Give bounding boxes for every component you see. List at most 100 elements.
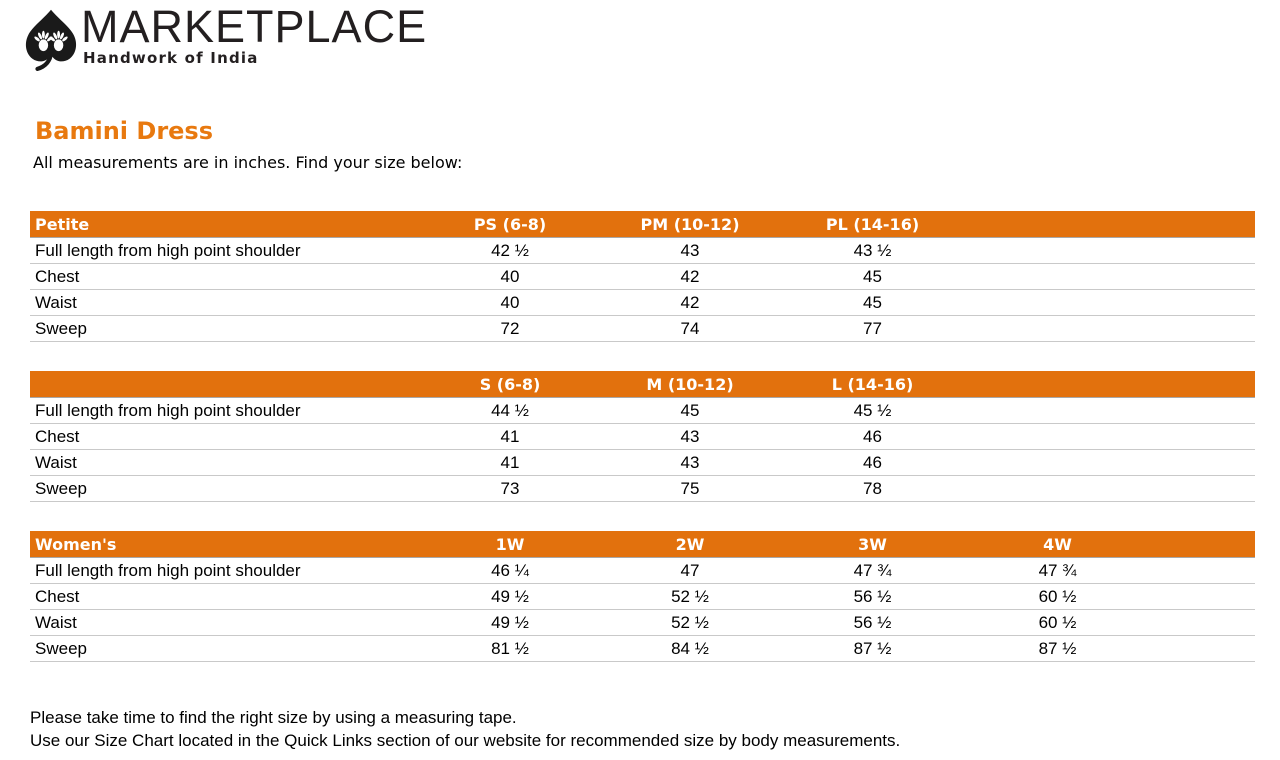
size-value: 45 — [600, 397, 780, 424]
measurement-row: Waist 49 ½ 52 ½ 56 ½ 60 ½ — [30, 609, 1255, 636]
size-value: 45 — [780, 263, 965, 290]
row-label: Sweep — [30, 315, 420, 342]
size-column-header: S (6-8) — [420, 371, 600, 398]
hands-in-leaf-logo-icon — [25, 9, 77, 71]
size-value: 42 — [600, 289, 780, 316]
measurement-row: Full length from high point shoulder 44 ½… — [30, 397, 1255, 424]
size-value: 43 — [600, 449, 780, 476]
size-value: 42 ½ — [420, 237, 600, 264]
footnotes: Please take time to find the right size … — [30, 706, 1280, 752]
brand-logo[interactable]: MARKETPLACE Handwork of India — [24, 4, 427, 76]
size-value: 41 — [420, 449, 600, 476]
size-value — [965, 449, 1150, 476]
header-filler-cell — [1150, 531, 1255, 558]
size-value: 42 — [600, 263, 780, 290]
size-value: 46 — [780, 423, 965, 450]
size-value: 47 ¾ — [780, 557, 965, 584]
table-header-row: Petite PS (6-8) PM (10-12) PL (14-16) — [30, 211, 1255, 238]
measurement-row: Waist 41 43 46 — [30, 449, 1255, 476]
filler-cell — [1150, 237, 1255, 264]
filler-cell — [1150, 609, 1255, 636]
size-value — [965, 397, 1150, 424]
size-value: 43 — [600, 423, 780, 450]
size-column-header: PM (10-12) — [600, 211, 780, 238]
measurement-row: Chest 40 42 45 — [30, 263, 1255, 290]
size-value — [965, 475, 1150, 502]
brand-tagline: Handwork of India — [83, 49, 259, 67]
size-column-header — [965, 211, 1150, 238]
header-filler-cell — [1150, 211, 1255, 238]
size-value: 49 ½ — [420, 609, 600, 636]
size-value: 72 — [420, 315, 600, 342]
row-label: Waist — [30, 609, 420, 636]
filler-cell — [1150, 315, 1255, 342]
filler-cell — [1150, 397, 1255, 424]
size-value: 87 ½ — [780, 635, 965, 662]
measurement-row: Sweep 73 75 78 — [30, 475, 1255, 502]
table-body: Full length from high point shoulder 46 ¼… — [30, 557, 1255, 662]
row-label: Chest — [30, 263, 420, 290]
size-value: 73 — [420, 475, 600, 502]
size-value: 45 — [780, 289, 965, 316]
filler-cell — [1150, 423, 1255, 450]
table-body: Full length from high point shoulder 44 ½… — [30, 397, 1255, 502]
filler-cell — [1150, 289, 1255, 316]
filler-cell — [1150, 583, 1255, 610]
measurement-row: Waist 40 42 45 — [30, 289, 1255, 316]
size-value: 47 — [600, 557, 780, 584]
size-value: 60 ½ — [965, 583, 1150, 610]
row-label: Chest — [30, 423, 420, 450]
size-value: 47 ¾ — [965, 557, 1150, 584]
table-title-cell — [30, 371, 420, 398]
size-value — [965, 289, 1150, 316]
measurement-row: Chest 41 43 46 — [30, 423, 1255, 450]
size-value — [965, 315, 1150, 342]
measurement-row: Sweep 72 74 77 — [30, 315, 1255, 342]
size-value — [965, 263, 1150, 290]
row-label: Chest — [30, 583, 420, 610]
size-column-header: L (14-16) — [780, 371, 965, 398]
size-column-header: PS (6-8) — [420, 211, 600, 238]
brand-name: MARKETPLACE — [81, 1, 428, 52]
size-value: 56 ½ — [780, 583, 965, 610]
size-column-header: M (10-12) — [600, 371, 780, 398]
row-label: Sweep — [30, 635, 420, 662]
measurement-row: Full length from high point shoulder 42 ½… — [30, 237, 1255, 264]
row-label: Full length from high point shoulder — [30, 237, 420, 264]
table-body: Full length from high point shoulder 42 ½… — [30, 237, 1255, 342]
filler-cell — [1150, 449, 1255, 476]
size-value: 43 — [600, 237, 780, 264]
size-column-header: 3W — [780, 531, 965, 558]
table-header-row: S (6-8) M (10-12) L (14-16) — [30, 371, 1255, 398]
size-column-header: 2W — [600, 531, 780, 558]
size-value: 41 — [420, 423, 600, 450]
size-value: 44 ½ — [420, 397, 600, 424]
filler-cell — [1150, 635, 1255, 662]
size-value: 45 ½ — [780, 397, 965, 424]
page-title: Bamini Dress — [35, 117, 213, 145]
size-column-header: 1W — [420, 531, 600, 558]
size-value: 77 — [780, 315, 965, 342]
measurement-row: Sweep 81 ½ 84 ½ 87 ½ 87 ½ — [30, 635, 1255, 662]
size-table-womens: Women's 1W 2W 3W 4W Full length from hig… — [30, 531, 1255, 662]
header-filler-cell — [1150, 371, 1255, 398]
table-title-cell: Petite — [30, 211, 420, 238]
size-value: 46 ¼ — [420, 557, 600, 584]
size-value — [965, 237, 1150, 264]
size-value: 46 — [780, 449, 965, 476]
footnote-measuring-tape: Please take time to find the right size … — [30, 708, 517, 727]
size-value: 60 ½ — [965, 609, 1150, 636]
measurement-row: Full length from high point shoulder 46 ¼… — [30, 557, 1255, 584]
size-value: 52 ½ — [600, 609, 780, 636]
row-label: Waist — [30, 449, 420, 476]
size-column-header — [965, 371, 1150, 398]
size-table-petite: Petite PS (6-8) PM (10-12) PL (14-16) Fu… — [30, 211, 1255, 342]
size-value: 43 ½ — [780, 237, 965, 264]
row-label: Sweep — [30, 475, 420, 502]
size-value: 40 — [420, 263, 600, 290]
table-title-cell: Women's — [30, 531, 420, 558]
measurement-row: Chest 49 ½ 52 ½ 56 ½ 60 ½ — [30, 583, 1255, 610]
row-label: Full length from high point shoulder — [30, 557, 420, 584]
row-label: Waist — [30, 289, 420, 316]
